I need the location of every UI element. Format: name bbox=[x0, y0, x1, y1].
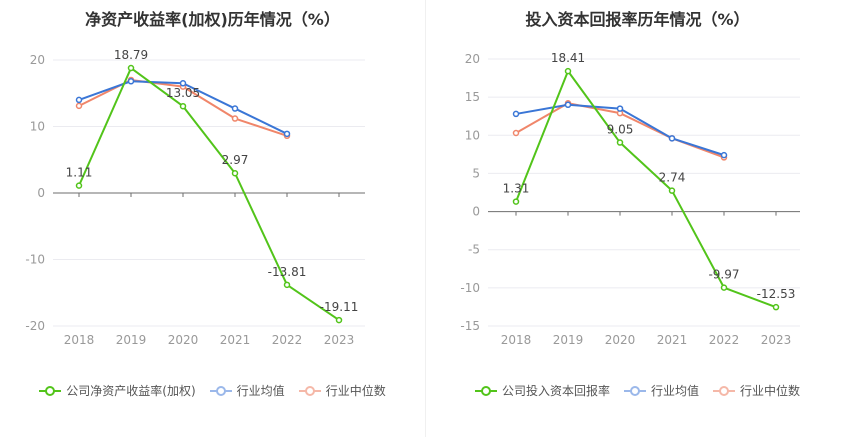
data-label: 9.05 bbox=[607, 123, 634, 137]
y-tick-label: -5 bbox=[468, 243, 480, 257]
x-tick-label: 2023 bbox=[324, 333, 355, 347]
data-point-avg bbox=[668, 135, 676, 142]
y-tick-label: 20 bbox=[30, 53, 45, 67]
x-tick-label: 2018 bbox=[501, 333, 532, 347]
legend-label: 公司净资产收益率(加权) bbox=[66, 384, 196, 398]
panel-divider bbox=[425, 0, 426, 437]
data-label: 1.31 bbox=[503, 182, 530, 196]
data-point-avg bbox=[283, 130, 291, 138]
data-point-company bbox=[772, 303, 780, 311]
legend-marker-avg bbox=[209, 385, 232, 397]
legend-item-avg[interactable]: 行业均值 bbox=[623, 382, 699, 399]
chart-legend: 公司净资产收益率(加权) 行业均值 行业中位数 bbox=[0, 382, 425, 399]
y-tick-label: 10 bbox=[465, 128, 480, 142]
data-point-company bbox=[231, 169, 239, 177]
series-line-company bbox=[78, 67, 340, 321]
data-label: 1.11 bbox=[66, 166, 93, 180]
legend-item-company[interactable]: 公司投入资本回报率 bbox=[474, 382, 610, 399]
data-point-company bbox=[564, 67, 572, 75]
data-label: 2.97 bbox=[222, 153, 249, 167]
data-point-avg bbox=[127, 78, 135, 85]
data-point-avg bbox=[616, 105, 624, 112]
y-tick-label: -20 bbox=[25, 319, 45, 333]
legend-item-avg[interactable]: 行业均值 bbox=[209, 382, 285, 399]
y-tick-label: 0 bbox=[472, 205, 480, 219]
y-tick-label: -10 bbox=[460, 281, 480, 295]
data-point-avg bbox=[564, 101, 572, 109]
x-tick-label: 2022 bbox=[709, 333, 740, 347]
data-label: 18.79 bbox=[114, 48, 148, 62]
data-point-avg bbox=[720, 151, 728, 159]
roe-line-chart: 20 10 0 -10 -20 2018 2019 2020 2021 2022 2023 1.11 1… bbox=[25, 48, 365, 347]
legend-marker-avg bbox=[623, 385, 646, 397]
y-tick-label: 0 bbox=[37, 186, 45, 200]
data-point-company bbox=[668, 187, 676, 194]
x-tick-label: 2019 bbox=[116, 333, 147, 347]
chart-title: 净资产收益率(加权)历年情况（%） bbox=[85, 10, 340, 29]
data-point-company bbox=[75, 182, 83, 189]
legend-label: 公司投入资本回报率 bbox=[501, 384, 610, 398]
data-point-company bbox=[720, 284, 728, 291]
data-label: 2.74 bbox=[659, 171, 686, 185]
legend-marker-company bbox=[474, 385, 497, 397]
data-point-company bbox=[179, 102, 187, 110]
data-label: -12.53 bbox=[757, 287, 796, 301]
legend-marker-median bbox=[713, 385, 735, 397]
x-tick-label: 2020 bbox=[168, 333, 199, 347]
chart-panel-roic: 投入资本回报率历年情况（%） 20 15 10 5 0 -5 -10 -15 2018 2019 2… bbox=[425, 0, 850, 437]
data-label: -19.11 bbox=[320, 300, 359, 314]
data-point-avg bbox=[75, 96, 83, 104]
x-tick-label: 2021 bbox=[657, 333, 688, 347]
legend-label: 行业均值 bbox=[236, 384, 285, 398]
data-point-median bbox=[231, 115, 239, 122]
data-point-avg bbox=[231, 105, 239, 112]
roic-line-chart: 20 15 10 5 0 -5 -10 -15 2018 2019 2020 2021 2022 2023… bbox=[460, 51, 800, 347]
data-point-company bbox=[512, 198, 520, 205]
x-tick-label: 2018 bbox=[64, 333, 95, 347]
data-label: -9.97 bbox=[708, 268, 739, 282]
series-line-company bbox=[515, 70, 777, 309]
chart-title: 投入资本回报率历年情况（%） bbox=[525, 10, 750, 29]
legend-item-median[interactable]: 行业中位数 bbox=[713, 382, 800, 399]
legend-label: 行业均值 bbox=[650, 384, 699, 398]
data-point-company bbox=[616, 139, 624, 146]
chart-panel-roe: 净资产收益率(加权)历年情况（%） 20 10 0 -10 -20 2018 2019 202… bbox=[0, 10, 425, 399]
data-point-avg bbox=[512, 110, 520, 118]
x-tick-label: 2019 bbox=[553, 333, 584, 347]
x-tick-label: 2020 bbox=[605, 333, 636, 347]
data-point-median bbox=[512, 129, 520, 137]
legend-marker-median bbox=[298, 385, 321, 397]
data-label: 18.41 bbox=[551, 51, 585, 65]
y-tick-label: -10 bbox=[25, 253, 45, 267]
data-point-median bbox=[75, 102, 83, 110]
data-point-company bbox=[335, 316, 343, 324]
legend-item-median[interactable]: 行业中位数 bbox=[298, 382, 386, 399]
y-tick-label: -15 bbox=[460, 319, 480, 333]
data-label: 13.05 bbox=[166, 86, 200, 100]
data-point-company bbox=[283, 281, 291, 289]
legend-label: 行业中位数 bbox=[325, 384, 386, 398]
y-tick-label: 5 bbox=[472, 166, 480, 180]
y-tick-label: 10 bbox=[30, 120, 45, 134]
y-tick-label: 20 bbox=[465, 52, 480, 66]
x-tick-label: 2021 bbox=[220, 333, 251, 347]
legend-label: 行业中位数 bbox=[740, 384, 801, 398]
legend-marker-company bbox=[39, 385, 62, 397]
x-tick-label: 2023 bbox=[761, 333, 792, 347]
data-point-company bbox=[127, 64, 135, 72]
data-point-avg bbox=[179, 80, 187, 87]
chart-legend: 公司投入资本回报率 行业均值 行业中位数 bbox=[425, 382, 850, 399]
y-tick-label: 15 bbox=[465, 90, 480, 104]
x-tick-label: 2022 bbox=[272, 333, 303, 347]
data-label: -13.81 bbox=[268, 265, 307, 279]
legend-item-company[interactable]: 公司净资产收益率(加权) bbox=[39, 382, 196, 399]
